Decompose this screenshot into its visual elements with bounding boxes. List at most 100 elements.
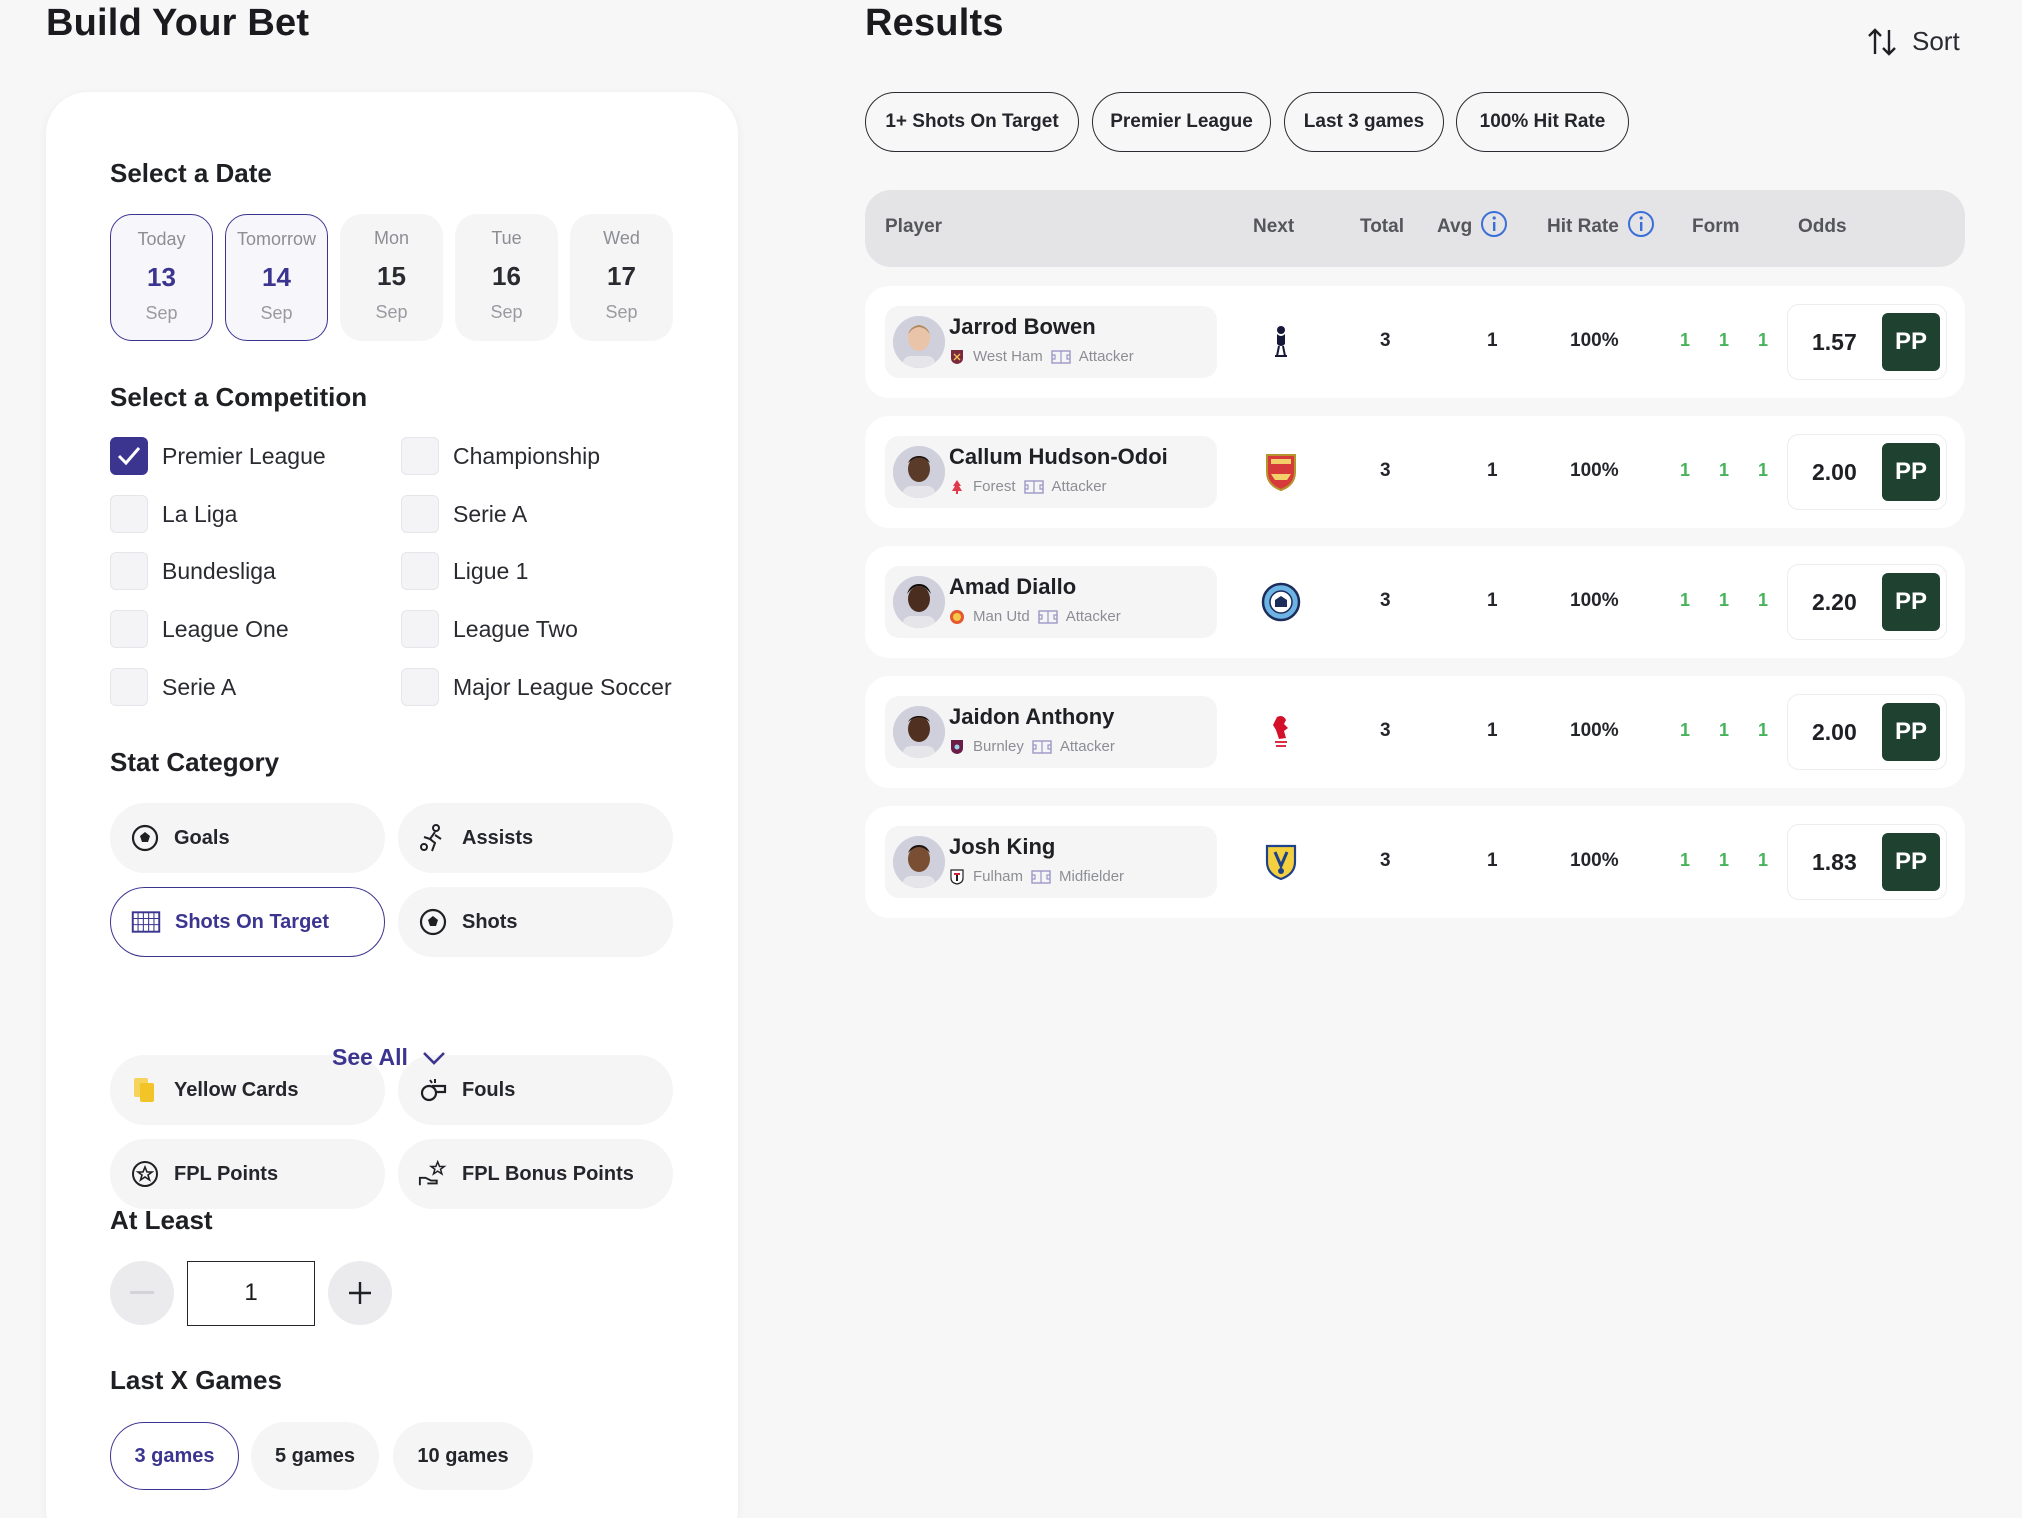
competition-league-one[interactable]: League One xyxy=(110,610,289,648)
competition-ligue-1[interactable]: Ligue 1 xyxy=(401,552,528,590)
games-5-button[interactable]: 5 games xyxy=(251,1422,379,1490)
chevron-down-icon xyxy=(422,1051,445,1065)
checkbox[interactable] xyxy=(401,495,439,533)
competition-label: Ligue 1 xyxy=(453,557,529,584)
player-team: Fulham xyxy=(973,868,1024,885)
at-least-input[interactable]: 1 xyxy=(187,1261,315,1326)
date-card-tomorrow[interactable]: Tomorrow 14 Sep xyxy=(225,214,328,341)
competition-mls[interactable]: Major League Soccer xyxy=(401,668,672,706)
checkbox[interactable] xyxy=(110,495,148,533)
stat-fpl-points-button[interactable]: FPL Points xyxy=(110,1139,385,1209)
total-value: 3 xyxy=(1380,590,1391,611)
odds-button[interactable]: 1.57 PP xyxy=(1787,304,1947,380)
competition-label: League One xyxy=(162,615,289,642)
paddy-power-logo: PP xyxy=(1882,313,1940,371)
pitch-position-icon xyxy=(1051,349,1071,364)
games-3-button[interactable]: 3 games xyxy=(110,1422,239,1490)
competition-premier-league[interactable]: Premier League xyxy=(110,437,326,475)
info-icon[interactable] xyxy=(1627,210,1655,238)
player-card[interactable]: Josh King Fulham Midfielder xyxy=(885,826,1217,898)
competition-bundesliga[interactable]: Bundesliga xyxy=(110,552,276,590)
player-team: West Ham xyxy=(973,348,1043,365)
checkbox-checked[interactable] xyxy=(110,437,148,475)
pitch-position-icon xyxy=(1031,869,1051,884)
stat-fouls-button[interactable]: Fouls xyxy=(398,1055,673,1125)
stat-shots-on-target-button[interactable]: Shots On Target xyxy=(110,887,385,957)
pitch-position-icon xyxy=(1038,609,1058,624)
date-day: Tomorrow xyxy=(236,229,316,249)
date-day: Tue xyxy=(491,228,522,248)
competition-la-liga[interactable]: La Liga xyxy=(110,495,237,533)
date-card-today[interactable]: Today 13 Sep xyxy=(110,214,213,341)
football-icon xyxy=(130,823,160,853)
man-city-crest-icon xyxy=(1261,582,1301,622)
date-number: 16 xyxy=(492,261,521,291)
stat-shots-button[interactable]: Shots xyxy=(398,887,673,957)
competition-serie-a[interactable]: Serie A xyxy=(401,495,527,533)
decrement-button[interactable] xyxy=(110,1261,174,1325)
competition-championship[interactable]: Championship xyxy=(401,437,600,475)
stat-assists-button[interactable]: Assists xyxy=(398,803,673,873)
table-row[interactable]: Jaidon Anthony Burnley Attacker 3 1 100%… xyxy=(865,676,1965,788)
competition-label: Championship xyxy=(453,442,601,469)
header-total-label: Total xyxy=(1360,216,1404,237)
competition-label: Serie A xyxy=(453,500,528,527)
player-card[interactable]: Amad Diallo Man Utd Attacker xyxy=(885,566,1217,638)
sort-button[interactable]: Sort xyxy=(1866,26,1960,57)
odds-button[interactable]: 1.83 PP xyxy=(1787,824,1947,900)
competition-league-two[interactable]: League Two xyxy=(401,610,578,648)
date-card-wed[interactable]: Wed 17 Sep xyxy=(570,214,673,341)
table-row[interactable]: Jarrod Bowen West Ham Attacker 3 1 100% … xyxy=(865,286,1965,398)
goal-net-icon xyxy=(131,907,161,937)
see-all-button[interactable]: See All xyxy=(332,1044,446,1071)
filter-chip-premier-league[interactable]: Premier League xyxy=(1092,92,1271,152)
odds-value: 1.57 xyxy=(1812,329,1857,355)
form-values: 1 1 1 xyxy=(1680,460,1781,480)
stat-fpl-bonus-points-button[interactable]: FPL Bonus Points xyxy=(398,1139,673,1209)
player-card[interactable]: Jarrod Bowen West Ham Attacker xyxy=(885,306,1217,378)
increment-button[interactable] xyxy=(328,1261,392,1325)
header-odds: Odds xyxy=(1798,216,1847,238)
odds-button[interactable]: 2.00 PP xyxy=(1787,434,1947,510)
stat-label: Goals xyxy=(174,826,230,849)
player-position: Attacker xyxy=(1051,478,1107,495)
stat-yellow-cards-button[interactable]: Yellow Cards xyxy=(110,1055,385,1125)
checkbox[interactable] xyxy=(110,552,148,590)
header-avg[interactable]: Avg xyxy=(1437,210,1508,238)
filter-chip-shots-on-target[interactable]: 1+ Shots On Target xyxy=(865,92,1079,152)
info-icon[interactable] xyxy=(1480,210,1508,238)
west-ham-crest-icon xyxy=(951,349,963,364)
stat-label: Yellow Cards xyxy=(174,1078,299,1101)
date-card-tue[interactable]: Tue 16 Sep xyxy=(455,214,558,341)
games-10-button[interactable]: 10 games xyxy=(393,1422,533,1490)
table-row[interactable]: Amad Diallo Man Utd Attacker 3 1 100% 1 … xyxy=(865,546,1965,658)
forest-crest-icon xyxy=(952,479,962,494)
man-utd-crest-icon xyxy=(950,609,964,624)
checkbox[interactable] xyxy=(401,668,439,706)
avatar xyxy=(893,576,945,628)
competition-serie-a-2[interactable]: Serie A xyxy=(110,668,236,706)
checkbox[interactable] xyxy=(401,610,439,648)
date-card-mon[interactable]: Mon 15 Sep xyxy=(340,214,443,341)
odds-value: 1.83 xyxy=(1812,849,1857,875)
date-number: 14 xyxy=(262,262,291,292)
header-hit-rate[interactable]: Hit Rate xyxy=(1547,210,1655,238)
stat-goals-button[interactable]: Goals xyxy=(110,803,385,873)
checkbox[interactable] xyxy=(110,610,148,648)
checkbox[interactable] xyxy=(110,668,148,706)
table-row[interactable]: Josh King Fulham Midfielder 3 1 100% 1 1… xyxy=(865,806,1965,918)
odds-button[interactable]: 2.20 PP xyxy=(1787,564,1947,640)
filter-chip-hit-rate[interactable]: 100% Hit Rate xyxy=(1456,92,1629,152)
hit-rate-value: 100% xyxy=(1570,720,1619,741)
header-next-label: Next xyxy=(1253,216,1295,237)
paddy-power-logo: PP xyxy=(1882,443,1940,501)
checkbox[interactable] xyxy=(401,552,439,590)
player-card[interactable]: Jaidon Anthony Burnley Attacker xyxy=(885,696,1217,768)
player-position: Attacker xyxy=(1059,738,1115,755)
player-position: Attacker xyxy=(1065,608,1121,625)
filter-chip-last-3-games[interactable]: Last 3 games xyxy=(1284,92,1444,152)
player-card[interactable]: Callum Hudson-Odoi Forest Attacker xyxy=(885,436,1217,508)
checkbox[interactable] xyxy=(401,437,439,475)
odds-button[interactable]: 2.00 PP xyxy=(1787,694,1947,770)
table-row[interactable]: Callum Hudson-Odoi Forest Attacker 3 1 1… xyxy=(865,416,1965,528)
